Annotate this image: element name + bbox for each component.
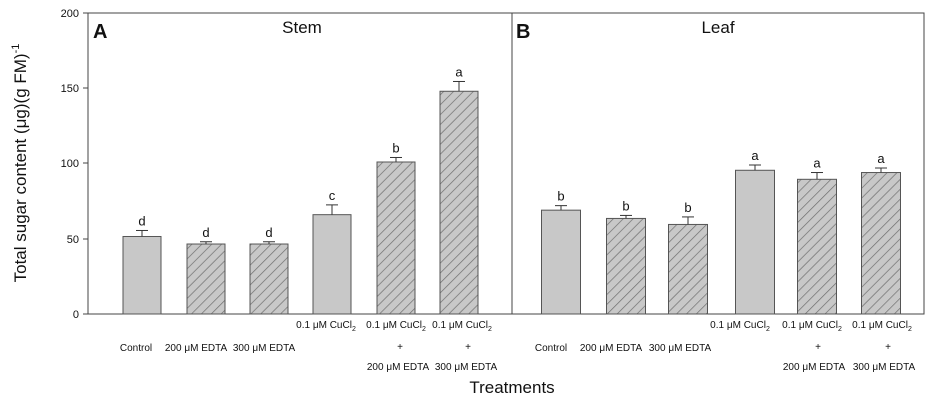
y-axis-label-superscript: -1: [10, 44, 22, 54]
panel-leaf: B Leaf b b b a a a Control 200 μM EDTA 300 μM…: [511, 12, 925, 373]
bar: [606, 217, 646, 315]
x-tick-label-200-edta: 200 μM EDTA: [580, 343, 643, 354]
significance-letter: d: [265, 225, 272, 240]
x-axis-label: Treatments: [469, 378, 554, 397]
panel-title: Stem: [282, 18, 322, 37]
x-tick-label-cucl2: 0.1 μM CuCl2: [710, 320, 770, 333]
panel-stem: A Stem d d d c b a Control 200 μM EDTA 300 μM…: [83, 12, 513, 373]
x-tick-label-300-edta: 300 μM EDTA: [853, 362, 916, 373]
bar: [312, 214, 352, 315]
y-axis-ticks: [83, 12, 88, 315]
y-tick-label: 200: [61, 8, 79, 20]
x-tick-label-control: Control: [535, 343, 567, 354]
significance-letter: b: [392, 140, 399, 155]
x-tick-label-200-edta: 200 μM EDTA: [165, 343, 228, 354]
y-tick-labels: 0 50 100 150 200: [61, 8, 79, 321]
panel-letter: A: [93, 21, 107, 43]
y-tick-label: 0: [73, 309, 79, 321]
significance-letter: b: [622, 198, 629, 213]
bar: [861, 172, 901, 315]
x-tick-label-300-edta: 300 μM EDTA: [233, 343, 296, 354]
significance-letter: d: [202, 225, 209, 240]
bar: [735, 169, 775, 315]
x-tick-label-plus: +: [397, 342, 403, 353]
y-tick-label: 50: [67, 234, 79, 246]
significance-letter: b: [684, 200, 691, 215]
bar: [668, 223, 708, 315]
x-tick-label-cucl2: 0.1 μM CuCl2: [296, 320, 356, 333]
x-tick-label-cucl2: 0.1 μM CuCl2: [782, 320, 842, 333]
x-tick-label-control: Control: [120, 343, 152, 354]
bar: [249, 243, 289, 315]
significance-letter: a: [877, 151, 885, 166]
x-tick-labels-leaf: Control 200 μM EDTA 300 μM EDTA 0.1 μM C…: [535, 320, 916, 373]
significance-letter: b: [557, 189, 564, 204]
y-axis-label-main: Total sugar content (μg)(g FM): [11, 53, 30, 282]
x-tick-label-300-edta: 300 μM EDTA: [649, 343, 712, 354]
bar: [122, 235, 162, 315]
x-tick-labels-stem: Control 200 μM EDTA 300 μM EDTA 0.1 μM C…: [120, 320, 498, 373]
panel-title: Leaf: [701, 18, 734, 37]
significance-letter: d: [138, 213, 145, 228]
y-axis-label: Total sugar content (μg)(g FM)-1: [10, 44, 30, 283]
x-tick-label-cucl2: 0.1 μM CuCl2: [432, 320, 492, 333]
x-tick-label-200-edta: 200 μM EDTA: [367, 362, 430, 373]
plot-frame: [511, 12, 925, 315]
x-tick-label-200-edta: 200 μM EDTA: [783, 362, 846, 373]
bar: [186, 243, 226, 315]
bars-leaf: b b b a a a: [541, 148, 901, 315]
y-tick-label: 150: [61, 83, 79, 95]
bar: [541, 209, 581, 315]
significance-letter: c: [329, 188, 336, 203]
bar: [797, 178, 837, 315]
x-tick-label-plus: +: [465, 342, 471, 353]
significance-letter: a: [751, 148, 759, 163]
significance-letter: a: [455, 64, 463, 79]
x-tick-label-cucl2: 0.1 μM CuCl2: [366, 320, 426, 333]
y-tick-label: 100: [61, 158, 79, 170]
x-tick-label-cucl2: 0.1 μM CuCl2: [852, 320, 912, 333]
bar: [376, 161, 416, 315]
x-tick-label-plus: +: [885, 342, 891, 353]
x-tick-label-plus: +: [815, 342, 821, 353]
bars-stem: d d d c b a: [122, 64, 479, 315]
bar: [439, 90, 479, 315]
significance-letter: a: [813, 156, 821, 171]
x-tick-label-300-edta: 300 μM EDTA: [435, 362, 498, 373]
panel-letter: B: [516, 21, 530, 43]
